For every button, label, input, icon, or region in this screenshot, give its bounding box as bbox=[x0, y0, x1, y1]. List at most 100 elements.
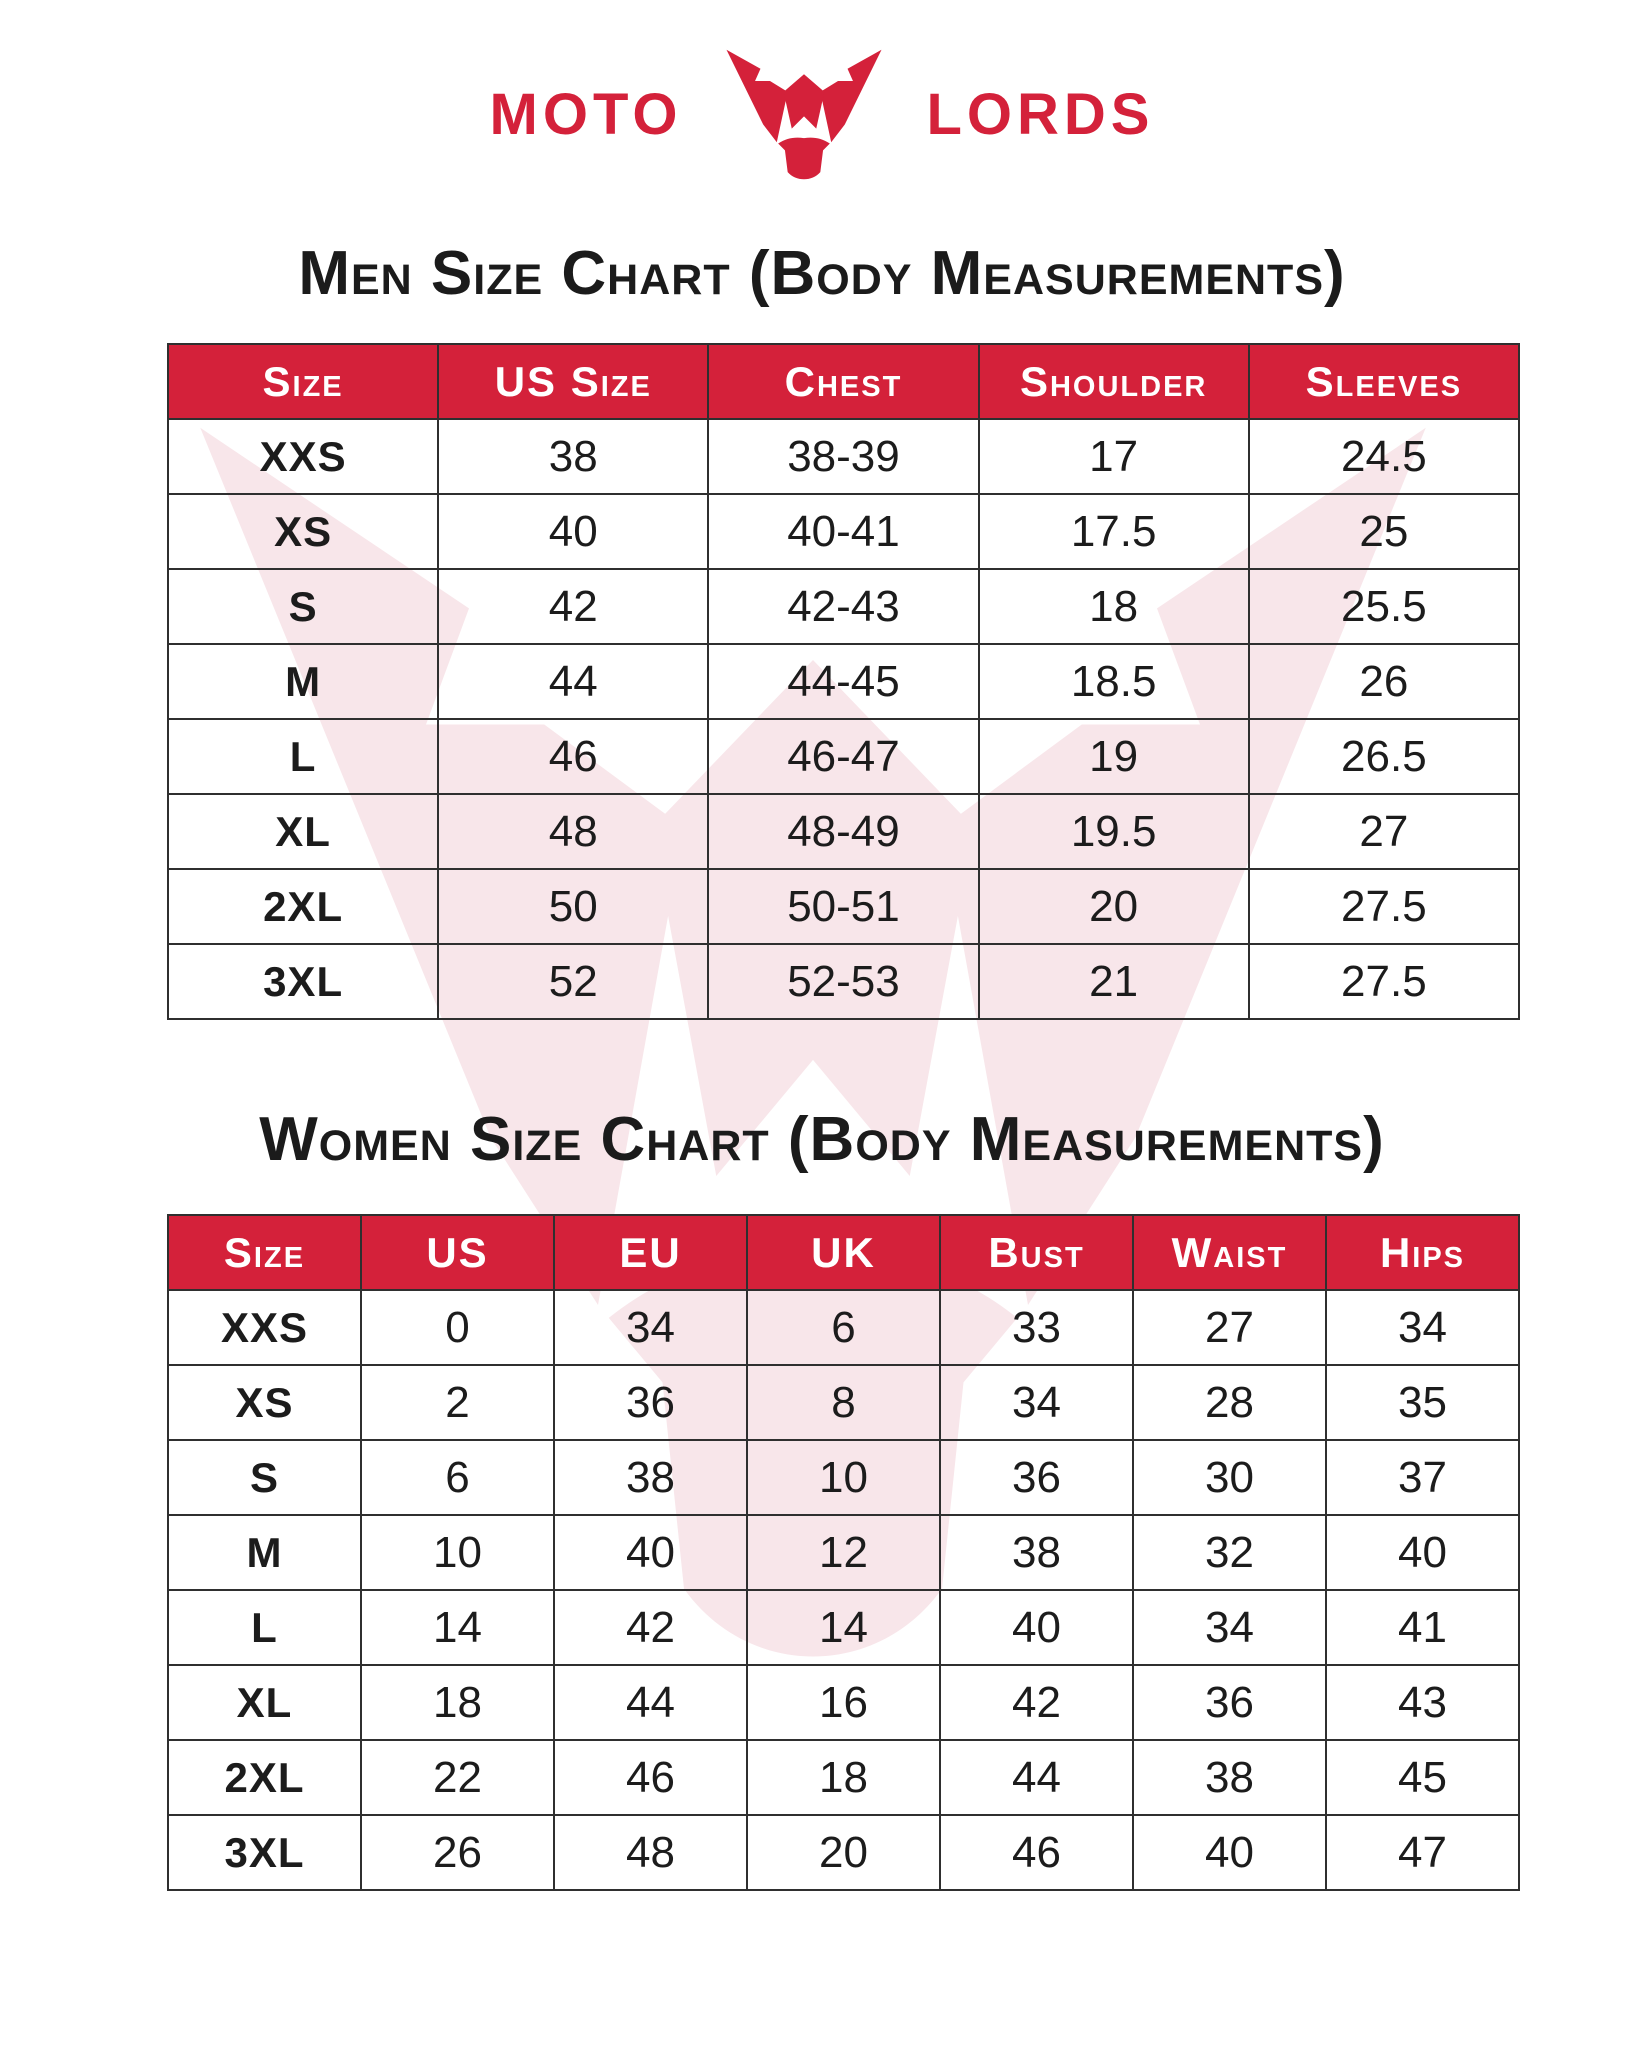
measurement-value: 52 bbox=[437, 943, 710, 1020]
measurement-value: 42 bbox=[939, 1664, 1134, 1741]
measurement-value: 40 bbox=[1325, 1514, 1520, 1591]
measurement-value: 33 bbox=[939, 1289, 1134, 1366]
size-label: S bbox=[167, 1439, 362, 1516]
size-label: L bbox=[167, 1589, 362, 1666]
men-size-table: Size US Size Chest Shoulder Sleeves XXS 38 38-3… bbox=[166, 343, 1521, 1020]
measurement-value: 19 bbox=[977, 718, 1250, 795]
size-label: XL bbox=[167, 1664, 362, 1741]
measurement-value: 27.5 bbox=[1247, 868, 1521, 945]
measurement-value: 45 bbox=[1325, 1739, 1520, 1816]
measurement-value: 42 bbox=[553, 1589, 748, 1666]
column-header: Waist bbox=[1132, 1214, 1327, 1291]
table-row: XL 18 44 16 42 36 43 bbox=[167, 1664, 1520, 1741]
size-label: XL bbox=[166, 793, 440, 870]
measurement-value: 40-41 bbox=[707, 493, 980, 570]
measurement-value: 41 bbox=[1325, 1589, 1520, 1666]
size-label: M bbox=[166, 643, 440, 720]
table-row: XXS 0 34 6 33 27 34 bbox=[167, 1289, 1520, 1366]
measurement-value: 34 bbox=[1132, 1589, 1327, 1666]
brand-name-left: MOTO bbox=[489, 82, 683, 147]
measurement-value: 42 bbox=[437, 568, 710, 645]
measurement-value: 25 bbox=[1247, 493, 1521, 570]
measurement-value: 35 bbox=[1325, 1364, 1520, 1441]
measurement-value: 52-53 bbox=[707, 943, 980, 1020]
measurement-value: 8 bbox=[746, 1364, 941, 1441]
measurement-value: 48 bbox=[437, 793, 710, 870]
measurement-value: 24.5 bbox=[1247, 418, 1521, 495]
measurement-value: 36 bbox=[553, 1364, 748, 1441]
measurement-value: 17 bbox=[977, 418, 1250, 495]
size-label: L bbox=[166, 718, 440, 795]
size-label: XXS bbox=[166, 418, 440, 495]
table-row: 2XL 50 50-51 20 27.5 bbox=[166, 868, 1521, 945]
measurement-value: 46 bbox=[939, 1814, 1134, 1891]
table-row: XL 48 48-49 19.5 27 bbox=[166, 793, 1521, 870]
column-header: Shoulder bbox=[977, 343, 1250, 420]
table-row: S 6 38 10 36 30 37 bbox=[167, 1439, 1520, 1516]
measurement-value: 19.5 bbox=[977, 793, 1250, 870]
measurement-value: 18 bbox=[746, 1739, 941, 1816]
measurement-value: 27 bbox=[1132, 1289, 1327, 1366]
size-label: 3XL bbox=[167, 1814, 362, 1891]
measurement-value: 44 bbox=[939, 1739, 1134, 1816]
column-header: US bbox=[360, 1214, 555, 1291]
measurement-value: 38-39 bbox=[707, 418, 980, 495]
size-label: S bbox=[166, 568, 440, 645]
measurement-value: 20 bbox=[746, 1814, 941, 1891]
measurement-value: 44-45 bbox=[707, 643, 980, 720]
table-row: M 44 44-45 18.5 26 bbox=[166, 643, 1521, 720]
measurement-value: 18 bbox=[360, 1664, 555, 1741]
measurement-value: 27.5 bbox=[1247, 943, 1521, 1020]
measurement-value: 46-47 bbox=[707, 718, 980, 795]
measurement-value: 42-43 bbox=[707, 568, 980, 645]
header-row: Size US Size Chest Shoulder Sleeves bbox=[166, 343, 1521, 420]
measurement-value: 34 bbox=[1325, 1289, 1520, 1366]
measurement-value: 20 bbox=[977, 868, 1250, 945]
measurement-value: 48 bbox=[553, 1814, 748, 1891]
measurement-value: 25.5 bbox=[1247, 568, 1521, 645]
measurement-value: 43 bbox=[1325, 1664, 1520, 1741]
size-label: 3XL bbox=[166, 943, 440, 1020]
measurement-value: 32 bbox=[1132, 1514, 1327, 1591]
measurement-value: 40 bbox=[939, 1589, 1134, 1666]
measurement-value: 0 bbox=[360, 1289, 555, 1366]
size-label: XXS bbox=[167, 1289, 362, 1366]
measurement-value: 37 bbox=[1325, 1439, 1520, 1516]
women-size-table: Size US EU UK Bust Waist Hips XXS 0 34 6 33 27 34 XS 2 3… bbox=[167, 1214, 1520, 1891]
measurement-value: 40 bbox=[553, 1514, 748, 1591]
measurement-value: 50 bbox=[437, 868, 710, 945]
measurement-value: 40 bbox=[437, 493, 710, 570]
measurement-value: 2 bbox=[360, 1364, 555, 1441]
brand-name-right: LORDS bbox=[926, 82, 1155, 147]
measurement-value: 16 bbox=[746, 1664, 941, 1741]
column-header: Chest bbox=[707, 343, 980, 420]
measurement-value: 47 bbox=[1325, 1814, 1520, 1891]
size-label: 2XL bbox=[167, 1739, 362, 1816]
measurement-value: 26 bbox=[360, 1814, 555, 1891]
measurement-value: 46 bbox=[437, 718, 710, 795]
measurement-value: 10 bbox=[360, 1514, 555, 1591]
measurement-value: 36 bbox=[939, 1439, 1134, 1516]
column-header: Sleeves bbox=[1247, 343, 1521, 420]
header-row: Size US EU UK Bust Waist Hips bbox=[167, 1214, 1520, 1291]
measurement-value: 14 bbox=[746, 1589, 941, 1666]
measurement-value: 36 bbox=[1132, 1664, 1327, 1741]
measurement-value: 14 bbox=[360, 1589, 555, 1666]
measurement-value: 6 bbox=[360, 1439, 555, 1516]
measurement-value: 38 bbox=[939, 1514, 1134, 1591]
measurement-value: 6 bbox=[746, 1289, 941, 1366]
measurement-value: 38 bbox=[437, 418, 710, 495]
size-label: XS bbox=[167, 1364, 362, 1441]
table-row: 3XL 26 48 20 46 40 47 bbox=[167, 1814, 1520, 1891]
column-header: UK bbox=[746, 1214, 941, 1291]
size-label: 2XL bbox=[166, 868, 440, 945]
measurement-value: 40 bbox=[1132, 1814, 1327, 1891]
measurement-value: 10 bbox=[746, 1439, 941, 1516]
table-row: L 14 42 14 40 34 41 bbox=[167, 1589, 1520, 1666]
size-label: M bbox=[167, 1514, 362, 1591]
measurement-value: 26.5 bbox=[1247, 718, 1521, 795]
measurement-value: 50-51 bbox=[707, 868, 980, 945]
measurement-value: 27 bbox=[1247, 793, 1521, 870]
size-label: XS bbox=[166, 493, 440, 570]
